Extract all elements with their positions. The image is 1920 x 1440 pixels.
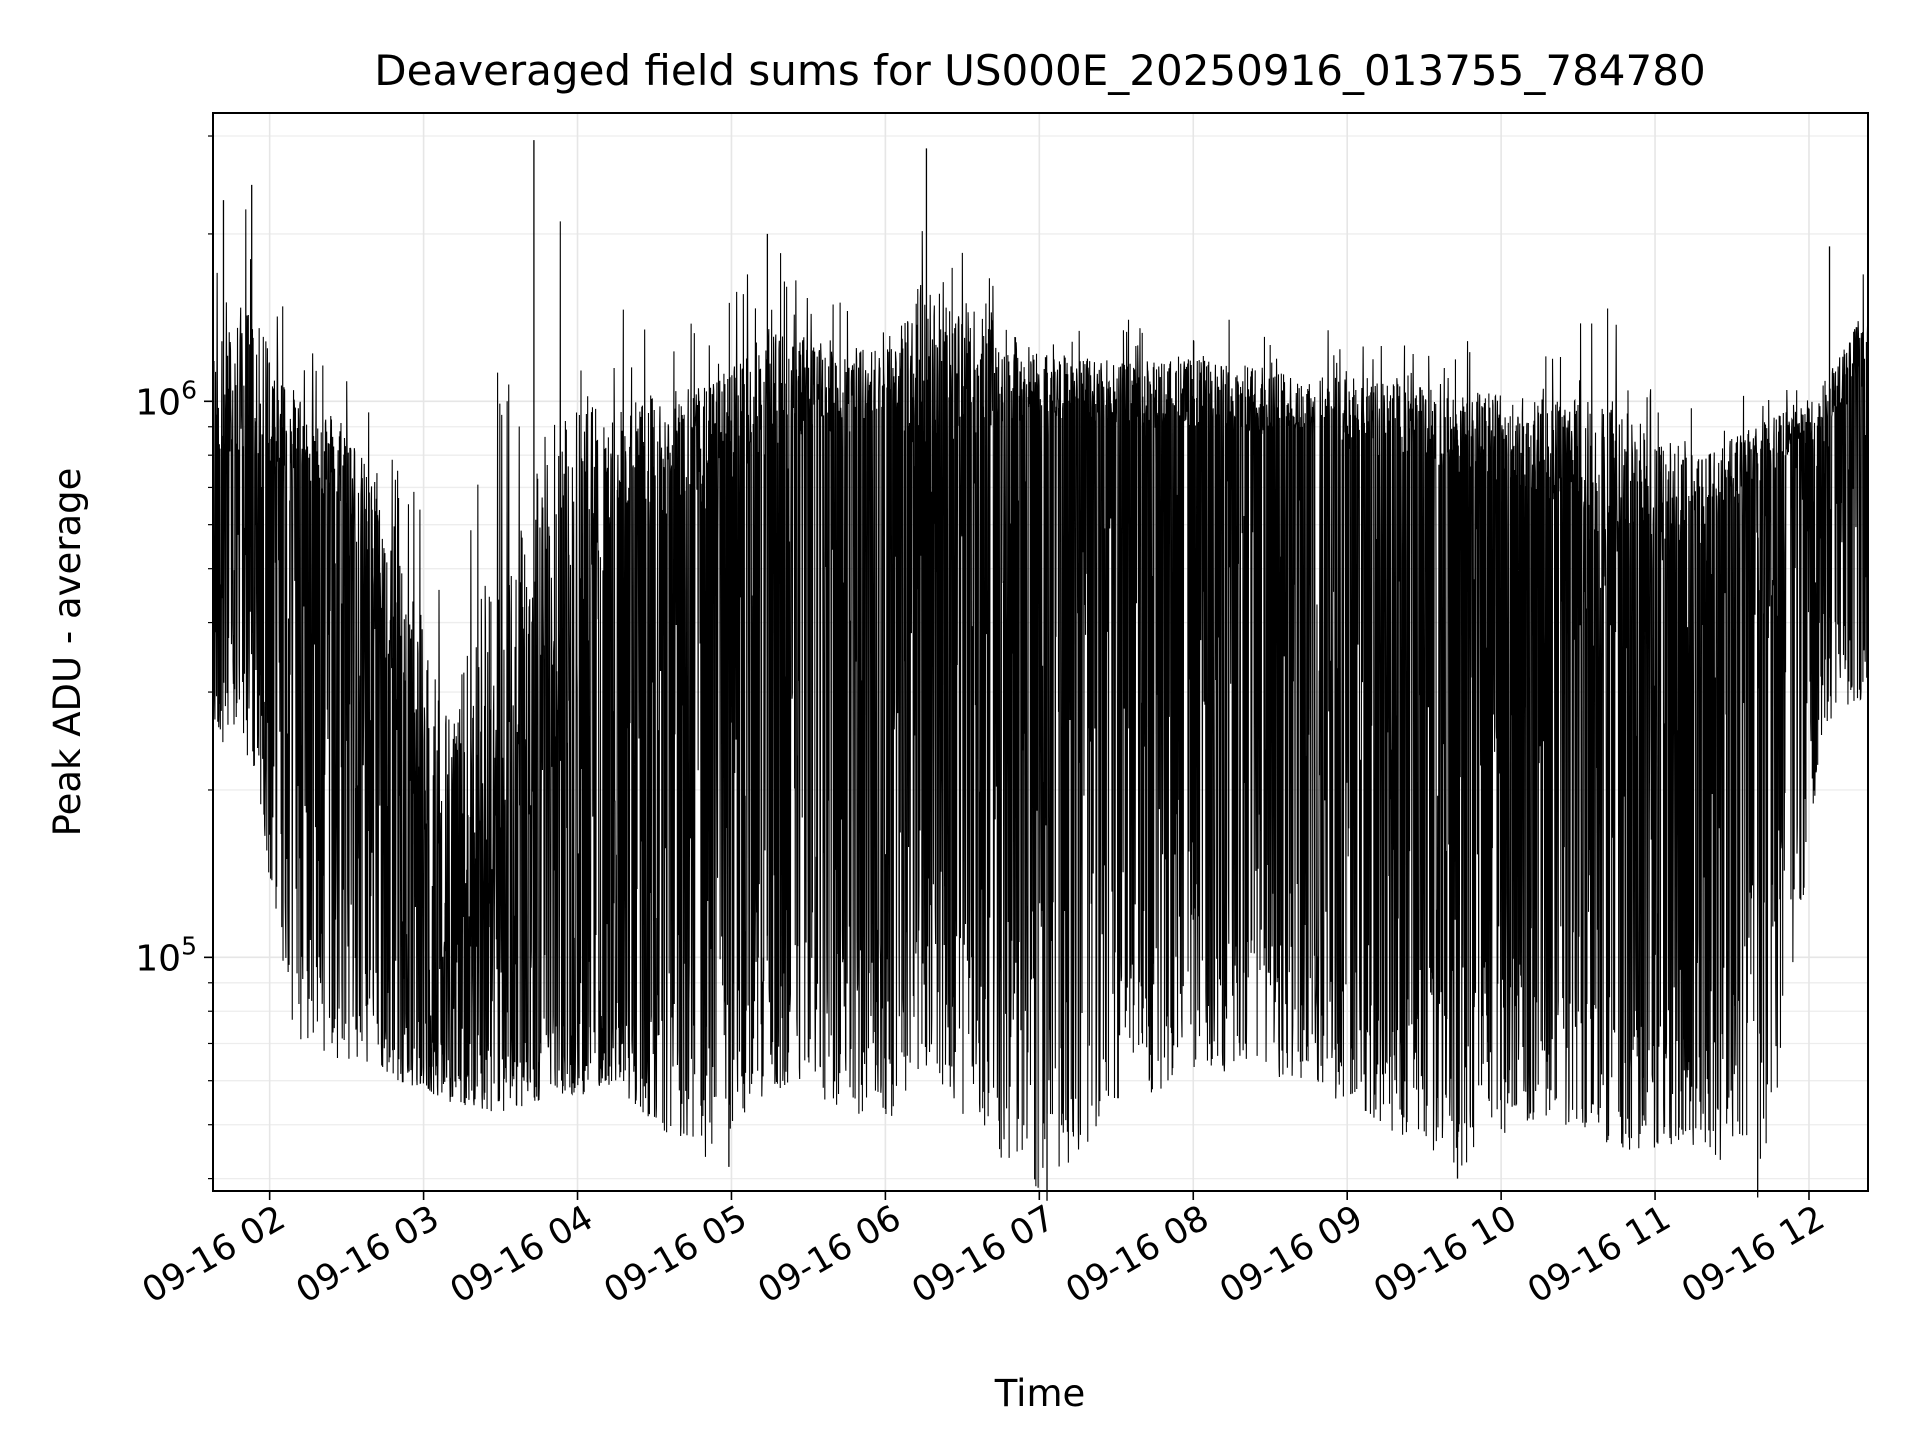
chart-title: Deaveraged field sums for US000E_2025091… — [374, 46, 1705, 95]
y-tick-label: 105 — [135, 931, 197, 979]
x-axis-label: Time — [994, 1372, 1086, 1415]
y-tick-label: 106 — [135, 375, 197, 423]
plot-frame — [212, 112, 1869, 1192]
series-line — [212, 209, 1869, 1188]
data-series — [212, 140, 1869, 1201]
y-axis-label: Peak ADU - average — [46, 468, 89, 837]
